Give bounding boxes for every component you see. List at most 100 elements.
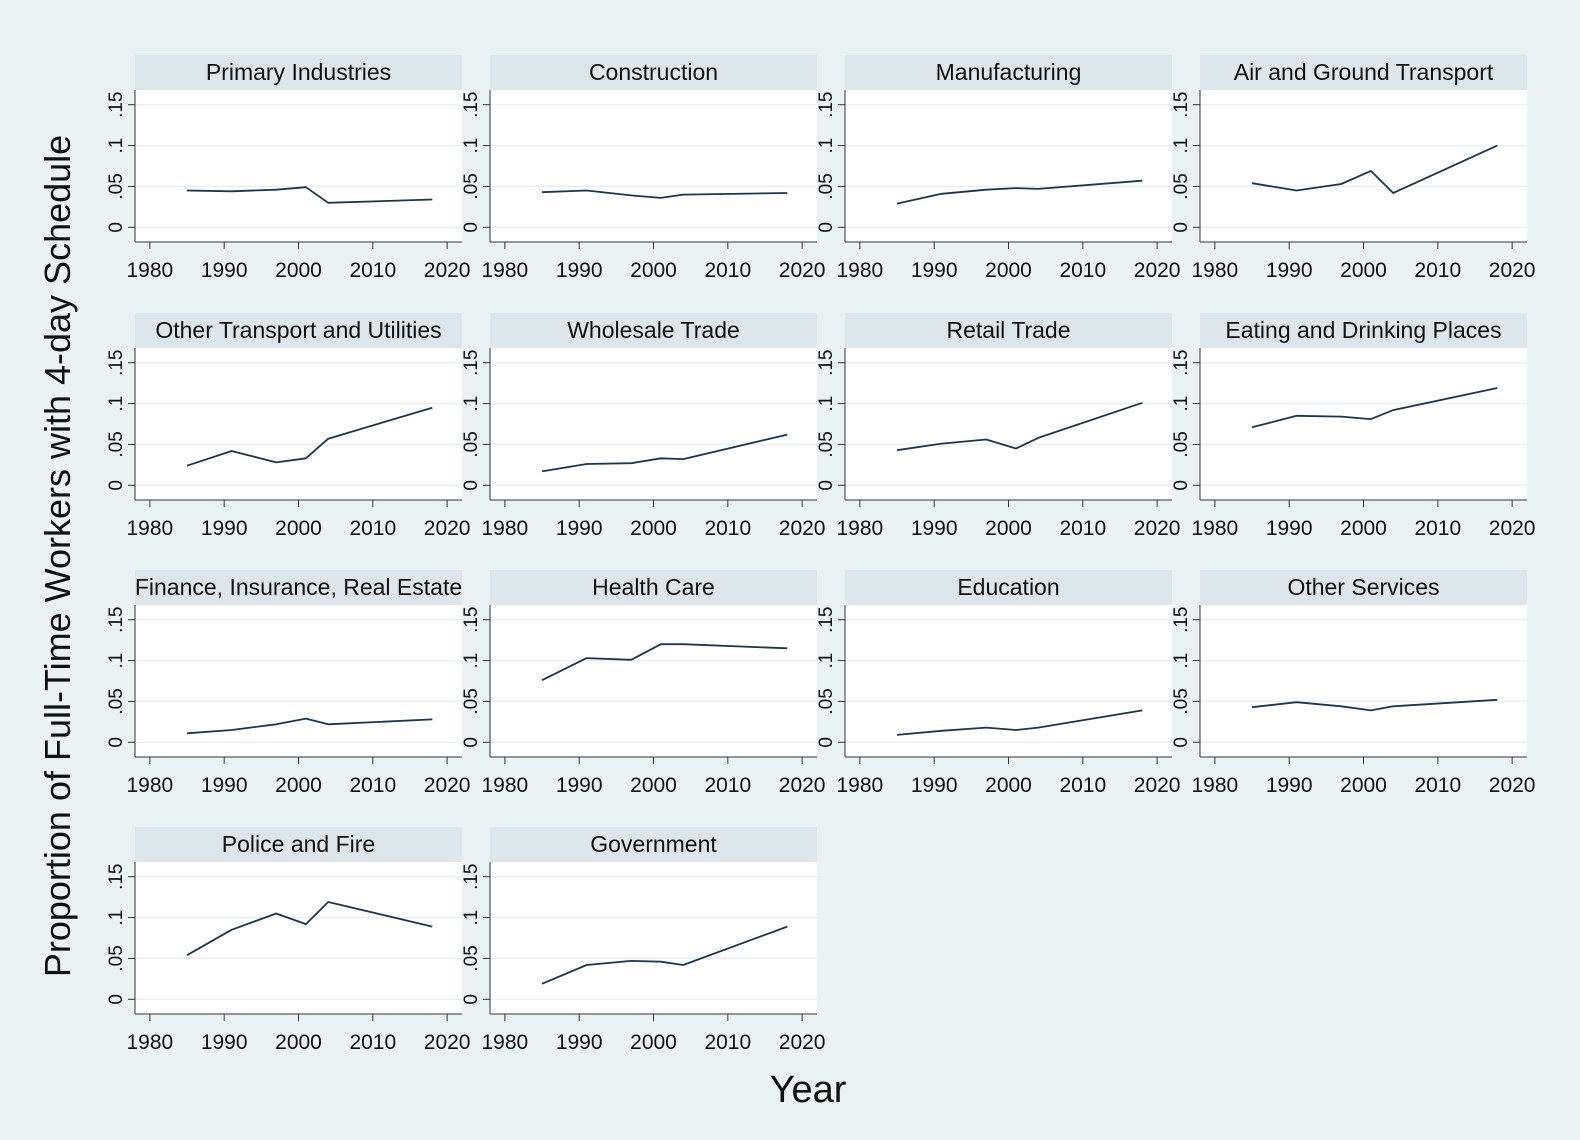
- y-tick-label: 0: [106, 480, 127, 491]
- panel-eating-and-drinking-places: Eating and Drinking Places 0 .05 .1 .15 1980 1…: [1171, 313, 1535, 540]
- y-tick-label: .15: [106, 91, 127, 117]
- y-tick-label: 0: [461, 994, 482, 1005]
- panel-strip: [135, 313, 462, 348]
- plot-area: [490, 348, 817, 500]
- plot-area: [1200, 605, 1527, 757]
- panel-title: Primary Industries: [206, 59, 391, 85]
- y-tick-label: .15: [461, 606, 482, 632]
- panel-title: Education: [957, 574, 1059, 600]
- y-tick-label: .05: [1171, 173, 1192, 199]
- x-tick-label: 1980: [127, 1031, 174, 1054]
- x-tick-label: 1980: [482, 517, 529, 540]
- series-line-wholesale-trade: [541, 433, 788, 473]
- x-tick-label: 2010: [704, 774, 751, 797]
- panel-strip: [845, 55, 1172, 90]
- panel-strip: [1200, 570, 1527, 605]
- y-tick-label: .15: [461, 863, 482, 889]
- x-tick-label: 1990: [911, 517, 958, 540]
- panel-title: Eating and Drinking Places: [1225, 317, 1501, 343]
- x-tick-label: 1980: [1192, 259, 1239, 282]
- y-tick-label: .15: [106, 606, 127, 632]
- plot-area: [845, 90, 1172, 242]
- x-tick-label: 2000: [630, 1031, 677, 1054]
- panel-finance-insurance-real-estate: Finance, Insurance, Real Estate 0 .05 .1 .15…: [106, 570, 470, 797]
- panel-air-and-ground-transport: Air and Ground Transport 0 .05 .1 .15 1980 199…: [1171, 55, 1535, 282]
- y-tick-label: .1: [816, 396, 837, 412]
- series-line-finance-insurance-real-estate: [186, 717, 433, 735]
- x-tick-label: 1980: [1192, 517, 1239, 540]
- x-tick-label: 1990: [201, 1031, 248, 1054]
- y-tick-label: .1: [106, 138, 127, 154]
- y-tick-label: .1: [461, 138, 482, 154]
- y-tick-label: .1: [461, 910, 482, 926]
- panel-construction: Construction 0 .05 .1 .15 1980 1990 2000 2010 202…: [461, 55, 825, 282]
- x-tick-label: 1980: [127, 259, 174, 282]
- x-tick-label: 1980: [127, 517, 174, 540]
- y-tick-label: 0: [1171, 222, 1192, 233]
- panel-other-services: Other Services 0 .05 .1 .15 1980 1990 2000 2010 2…: [1171, 570, 1535, 797]
- x-tick-label: 2020: [1134, 259, 1181, 282]
- x-tick-label: 2000: [275, 1031, 322, 1054]
- y-tick-label: 0: [816, 222, 837, 233]
- x-tick-label: 2010: [1414, 259, 1461, 282]
- series-line-construction: [541, 189, 788, 199]
- x-tick-label: 1980: [482, 1031, 529, 1054]
- panel-title: Other Transport and Utilities: [155, 317, 441, 343]
- x-tick-label: 2010: [1059, 774, 1106, 797]
- plot-area: [1200, 90, 1527, 242]
- x-tick-label: 1990: [1266, 517, 1313, 540]
- y-tick-label: .05: [816, 431, 837, 457]
- plot-area: [135, 348, 462, 500]
- series-line-education: [896, 709, 1143, 736]
- x-tick-label: 2010: [1059, 517, 1106, 540]
- panel-police-and-fire: Police and Fire 0 .05 .1 .15 1980 1990 2000 2010…: [106, 827, 470, 1054]
- x-tick-label: 1990: [201, 517, 248, 540]
- y-tick-label: 0: [1171, 480, 1192, 491]
- y-tick-label: .1: [816, 138, 837, 154]
- x-tick-label: 2010: [704, 1031, 751, 1054]
- panel-health-care: Health Care 0 .05 .1 .15 1980 1990 2000 2010 2020: [461, 570, 825, 797]
- x-tick-label: 2000: [1340, 774, 1387, 797]
- x-tick-label: 2020: [1489, 774, 1536, 797]
- y-tick-label: .15: [816, 91, 837, 117]
- x-tick-label: 1980: [127, 774, 174, 797]
- y-tick-label: .05: [1171, 431, 1192, 457]
- series-line-other-services: [1251, 698, 1498, 712]
- x-tick-label: 2020: [424, 1031, 471, 1054]
- panel-strip: [1200, 313, 1527, 348]
- plot-area: [135, 90, 462, 242]
- y-tick-label: 0: [461, 737, 482, 748]
- x-tick-label: 1980: [837, 259, 884, 282]
- series-line-other-transport-and-utilities: [186, 406, 433, 467]
- panel-strip: [490, 827, 817, 862]
- panel-title: Wholesale Trade: [567, 317, 740, 343]
- y-tick-label: .15: [106, 349, 127, 375]
- panel-title: Health Care: [592, 574, 715, 600]
- x-tick-label: 2010: [349, 774, 396, 797]
- panel-strip: [490, 570, 817, 605]
- x-tick-label: 2000: [985, 259, 1032, 282]
- panel-manufacturing: Manufacturing 0 .05 .1 .15 1980 1990 2000 2010 20…: [816, 55, 1180, 282]
- panel-government: Government 0 .05 .1 .15 1980 1990 2000 2010 2020: [461, 827, 825, 1054]
- x-tick-label: 1990: [201, 259, 248, 282]
- y-tick-label: .1: [106, 653, 127, 669]
- x-tick-label: 2010: [1059, 259, 1106, 282]
- x-tick-label: 1990: [1266, 774, 1313, 797]
- panel-strip: [135, 570, 462, 605]
- panel-title: Government: [590, 831, 717, 857]
- x-tick-label: 2020: [1489, 517, 1536, 540]
- panel-title: Manufacturing: [936, 59, 1082, 85]
- x-tick-label: 2000: [1340, 259, 1387, 282]
- y-tick-label: .05: [816, 688, 837, 714]
- panel-title: Other Services: [1287, 574, 1439, 600]
- x-tick-label: 2020: [779, 1031, 826, 1054]
- x-tick-label: 2020: [779, 774, 826, 797]
- panel-strip: [845, 570, 1172, 605]
- y-tick-label: .05: [106, 945, 127, 971]
- y-tick-label: .1: [816, 653, 837, 669]
- panel-primary-industries: Primary Industries 0 .05 .1 .15 1980 1990 2000 2…: [106, 55, 470, 282]
- panel-title: Retail Trade: [946, 317, 1070, 343]
- x-tick-label: 2000: [985, 774, 1032, 797]
- x-tick-label: 2000: [1340, 517, 1387, 540]
- y-tick-label: .15: [106, 863, 127, 889]
